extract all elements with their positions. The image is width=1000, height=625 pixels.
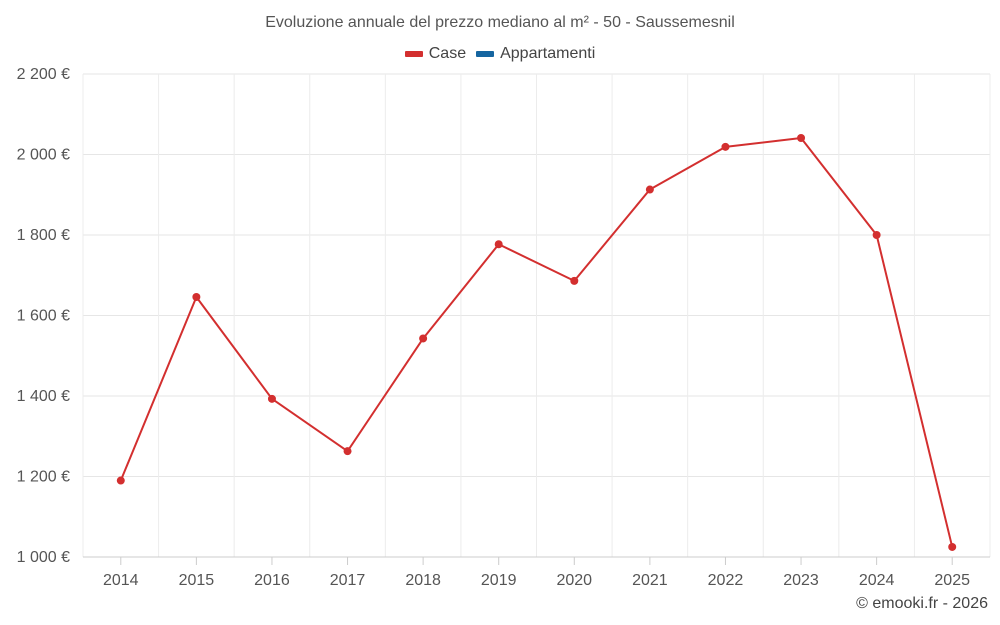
y-tick-label: 1 400 € [17, 388, 70, 405]
x-tick-label: 2021 [632, 572, 668, 589]
chart-legend: Case Appartamenti [0, 45, 1000, 63]
x-tick-label: 2015 [179, 572, 215, 589]
legend-label-case: Case [428, 45, 467, 62]
data-point [645, 185, 654, 194]
x-tick-label: 2023 [783, 572, 819, 589]
data-point [872, 231, 881, 239]
x-tick-label: 2022 [708, 572, 744, 589]
data-point [494, 240, 503, 249]
series-line-case [119, 136, 954, 548]
legend-swatch-appartamenti [476, 51, 495, 57]
data-point [267, 394, 276, 403]
x-tick-label: 2014 [103, 572, 139, 589]
y-tick-label: 1 600 € [17, 308, 70, 325]
chart-title: Evoluzione annuale del prezzo mediano al… [265, 14, 735, 31]
x-tick-label: 2025 [934, 572, 970, 589]
data-point [116, 476, 125, 485]
legend-item-case[interactable]: Case [404, 45, 467, 63]
x-tick-label: 2016 [254, 572, 290, 589]
data-point [192, 292, 201, 301]
y-tick-label: 1 000 € [17, 549, 70, 566]
data-point [570, 276, 579, 285]
x-tick-label: 2018 [405, 572, 441, 589]
y-tick-label: 1 800 € [17, 227, 70, 244]
y-tick-label: 2 000 € [17, 147, 70, 164]
data-point [419, 334, 428, 343]
x-tick-label: 2017 [330, 572, 366, 589]
legend-item-appartamenti[interactable]: Appartamenti [476, 45, 595, 63]
legend-swatch-case [404, 51, 423, 57]
credit-text: © emooki.fr - 2026 [856, 595, 988, 612]
data-point [948, 542, 957, 551]
y-tick-label: 2 200 € [17, 66, 70, 83]
x-tick-label: 2024 [859, 572, 895, 589]
data-point [721, 142, 730, 151]
data-point [797, 133, 806, 142]
legend-label-appartamenti: Appartamenti [500, 45, 596, 62]
data-point [343, 447, 352, 456]
y-tick-label: 1 200 € [17, 469, 70, 486]
x-tick-label: 2020 [556, 572, 592, 589]
x-tick-label: 2019 [481, 572, 517, 589]
